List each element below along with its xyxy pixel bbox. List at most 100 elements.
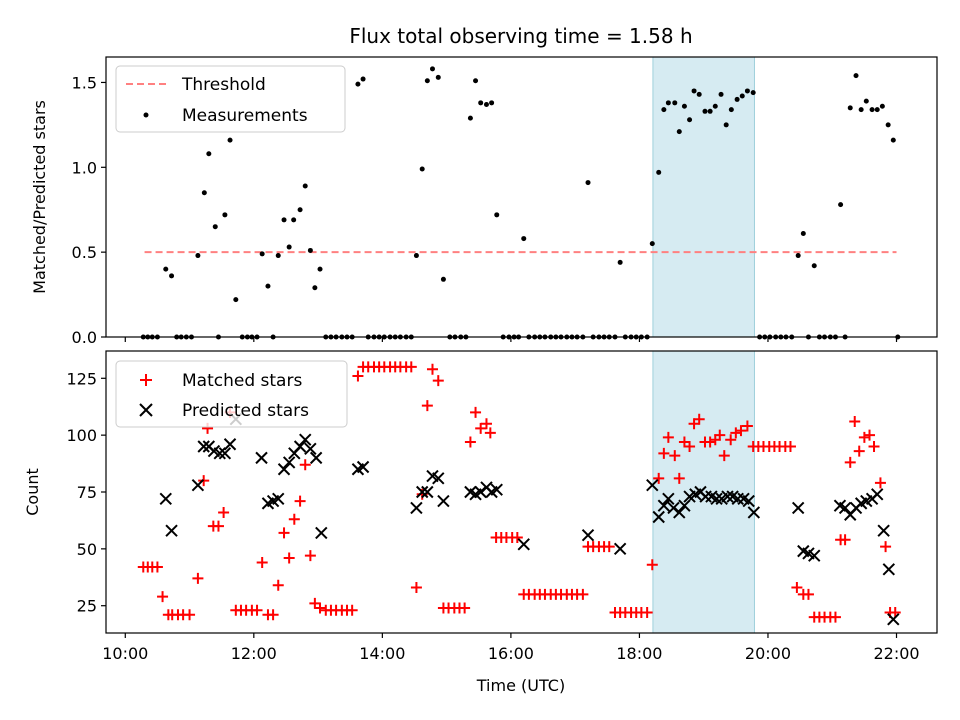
- measurement-point: [712, 103, 718, 109]
- measurement-point: [661, 107, 667, 113]
- measurement-point: [312, 285, 318, 291]
- matched-star-point: [874, 477, 886, 489]
- predicted-star-point: [646, 478, 659, 492]
- measurement-point: [672, 100, 678, 106]
- predicted-star-point: [882, 563, 896, 576]
- predicted-star-point: [838, 501, 852, 515]
- predicted-star-point: [315, 526, 328, 540]
- measurement-point: [291, 217, 297, 223]
- x-tick-label: 18:00: [616, 644, 662, 663]
- matched-star-point: [858, 431, 870, 443]
- predicted-star-point: [415, 485, 429, 499]
- bottom-matched-layer: [137, 361, 901, 623]
- matched-star-point: [346, 604, 358, 616]
- measurement-point: [691, 88, 697, 94]
- matched-star-point: [410, 582, 422, 594]
- measurement-point: [473, 78, 479, 84]
- matched-star-point: [484, 427, 496, 439]
- matched-star-point: [693, 413, 705, 425]
- x-axis-label: Time (UTC): [476, 676, 565, 695]
- measurement-point: [163, 266, 169, 272]
- matched-star-point: [784, 441, 796, 453]
- x-tick-label: 16:00: [488, 644, 534, 663]
- predicted-star-point: [272, 492, 285, 506]
- measurement-point: [869, 107, 875, 113]
- top-y-tick-label: 0.0: [72, 328, 97, 347]
- matched-star-point: [849, 416, 861, 427]
- matched-star-point: [791, 582, 803, 594]
- predicted-star-point: [613, 542, 627, 556]
- measurement-point: [728, 107, 734, 113]
- measurement-point: [413, 253, 419, 259]
- predicted-star-point: [678, 499, 691, 512]
- matched-star-point: [714, 429, 726, 441]
- predicted-star-point: [432, 472, 445, 485]
- measurement-point: [665, 100, 671, 106]
- measurement-point: [259, 251, 265, 257]
- measurement-point: [195, 253, 201, 259]
- matched-star-point: [426, 363, 438, 375]
- top-y-ticks: 0.0 0.5 1.0 1.5: [72, 73, 106, 347]
- predicted-star-point: [652, 510, 665, 524]
- matched-star-point: [470, 406, 482, 418]
- matched-star-point: [480, 418, 492, 430]
- matched-star-point: [669, 450, 681, 462]
- measurement-point: [494, 212, 500, 218]
- matched-star-point: [294, 495, 306, 507]
- measurement-point: [811, 263, 817, 269]
- bottom-panel: 25 50 75 100 125 10:00 12:00 14:00 16:00 18:00 20…: [23, 350, 938, 695]
- predicted-star-point: [747, 506, 761, 519]
- measurement-point: [355, 81, 361, 87]
- measurement-point: [750, 90, 756, 96]
- measurement-point: [687, 117, 693, 123]
- measurement-point: [281, 217, 287, 223]
- measurement-point: [440, 276, 446, 282]
- matched-star-point: [157, 591, 169, 603]
- measurement-point: [307, 247, 313, 253]
- predicted-star-point: [721, 490, 734, 503]
- top-x-ticks: [124, 337, 898, 342]
- x-tick-label: 22:00: [873, 644, 919, 663]
- bottom-highlight-span: [652, 350, 755, 634]
- bottom-predicted-layer: [159, 413, 900, 626]
- matched-star-point: [641, 607, 653, 619]
- matched-star-point: [352, 370, 364, 382]
- x-tick-label: 20:00: [745, 644, 791, 663]
- bottom-y-tick-label: 50: [77, 540, 97, 559]
- measurement-point: [681, 103, 687, 109]
- matched-star-point: [151, 561, 163, 573]
- predicted-star-point: [197, 440, 210, 453]
- bottom-y-ticks: 25 50 75 100 125: [66, 369, 106, 616]
- predicted-star-point: [699, 490, 712, 503]
- bottom-y-axis-label: Count: [23, 468, 42, 516]
- matched-star-point: [735, 425, 747, 437]
- measurement-point: [707, 108, 713, 114]
- matched-star-point: [256, 557, 268, 568]
- predicted-star-point: [213, 447, 226, 460]
- matched-star-point: [853, 445, 865, 457]
- matched-star-point: [299, 459, 311, 471]
- predicted-star-point: [731, 492, 744, 506]
- matched-star-point: [278, 527, 290, 539]
- measurement-point: [718, 91, 724, 97]
- bottom-x-ticks: 10:00 12:00 14:00 16:00 18:00 20:00 22:00: [102, 633, 920, 663]
- measurement-point: [222, 212, 228, 218]
- predicted-star-point: [218, 447, 232, 460]
- measurement-point: [585, 180, 591, 186]
- matched-star-point: [844, 456, 856, 468]
- predicted-star-point: [808, 549, 821, 562]
- measurement-point: [275, 253, 281, 259]
- predicted-star-point: [356, 460, 370, 474]
- predicted-star-point: [410, 501, 423, 515]
- measurement-point: [265, 283, 271, 289]
- predicted-star-point: [742, 494, 755, 508]
- bottom-legend-box: [115, 360, 348, 428]
- matched-star-point: [603, 541, 615, 553]
- matched-star-point: [283, 552, 295, 564]
- matched-star-point: [718, 450, 730, 462]
- matched-star-point: [725, 434, 737, 446]
- bottom-y-tick-label: 100: [66, 426, 97, 445]
- measurement-point: [360, 76, 366, 82]
- matched-star-point: [864, 429, 876, 441]
